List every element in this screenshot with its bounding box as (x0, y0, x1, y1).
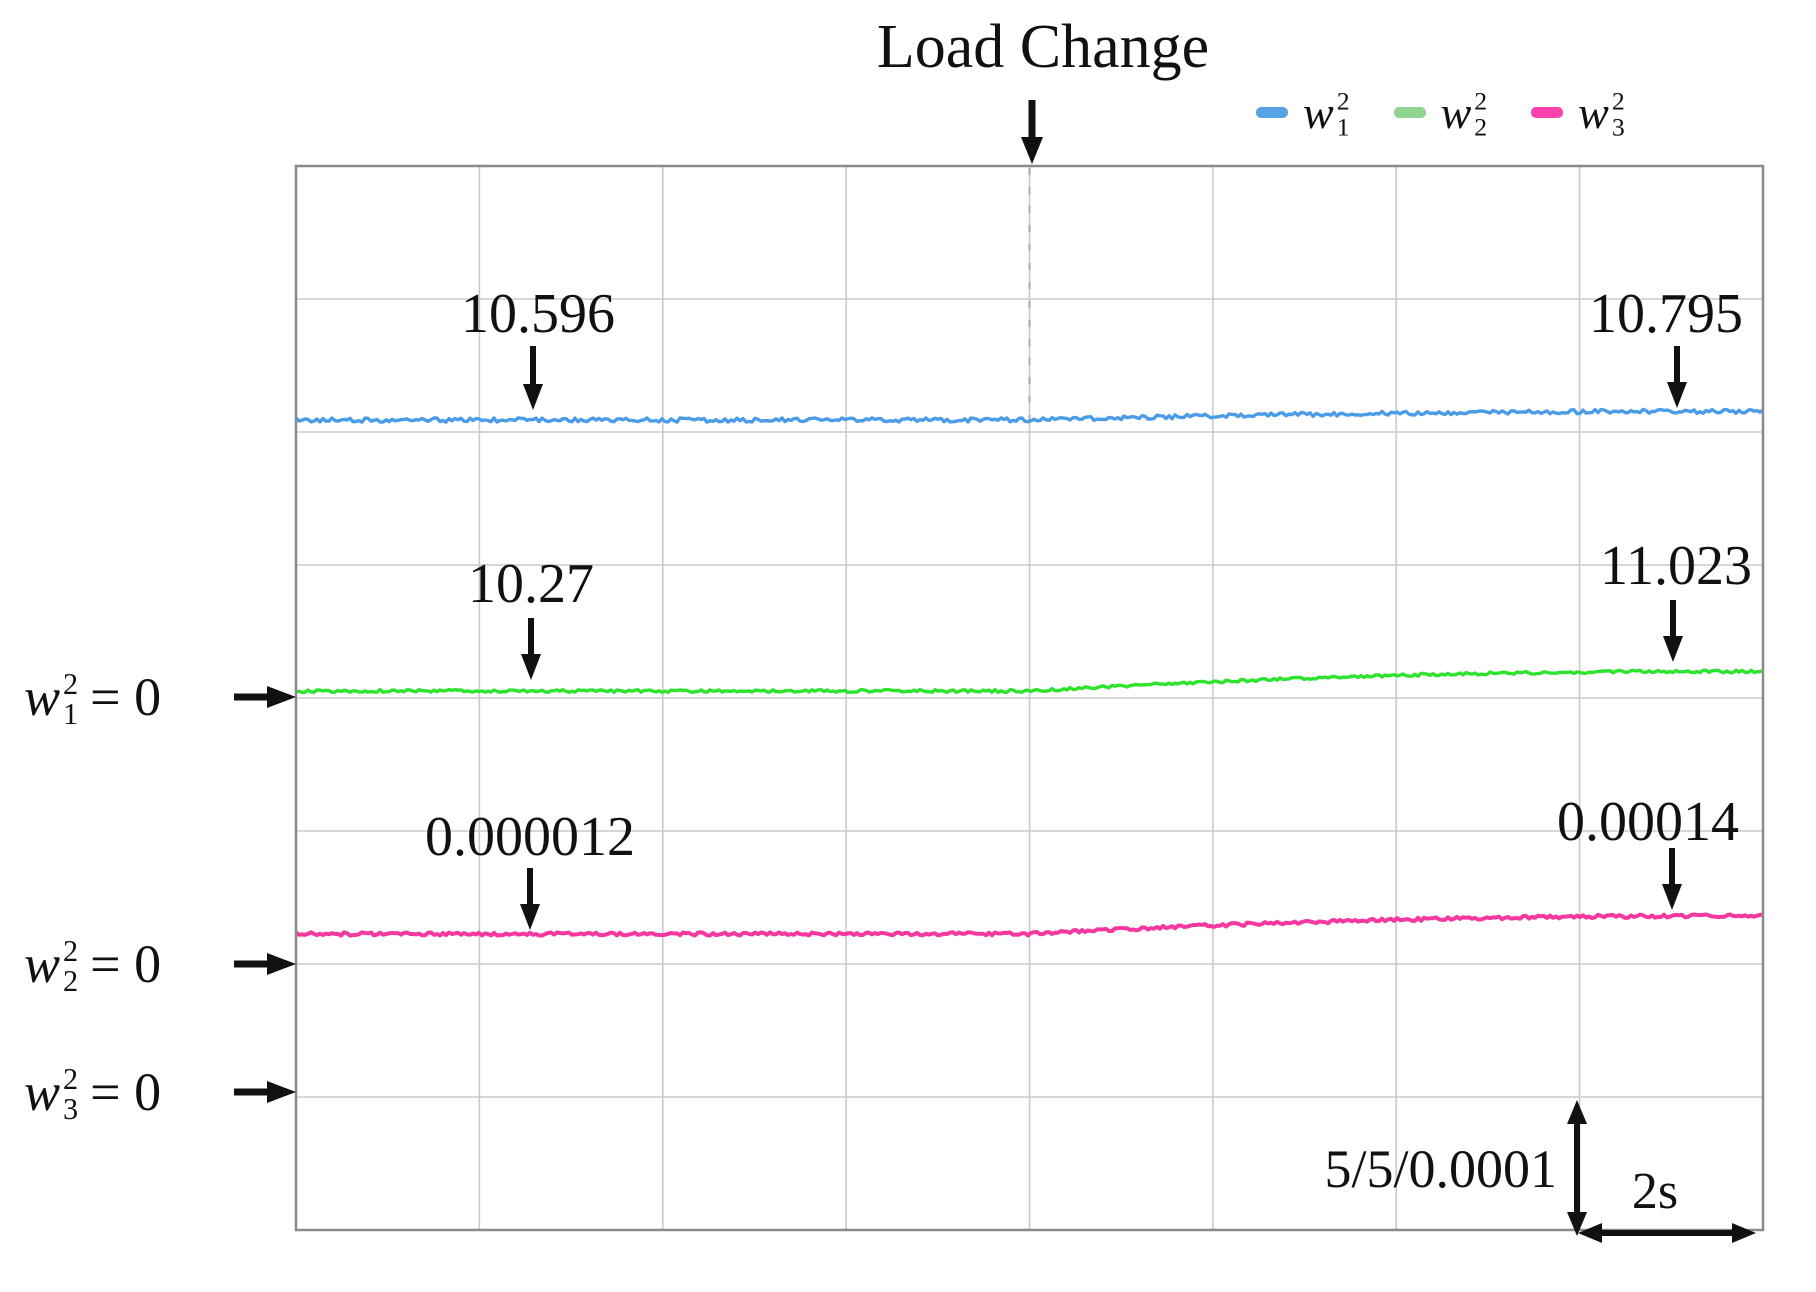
zero-label-w1: w 2 1 = 0 (24, 666, 296, 729)
annotation-w3-before: 0.000012 (425, 806, 635, 868)
zero-label-w2: w 2 2 = 0 (24, 933, 296, 996)
annotation-w1-before: 10.596 (461, 283, 615, 345)
amplitude-scale-label: 5/5/0.0001 (1324, 1139, 1557, 1199)
down-arrow-icon (1661, 600, 1685, 662)
right-arrow-icon (234, 1080, 296, 1104)
annotation-w2-before: 10.27 (468, 553, 594, 615)
down-arrow-icon (521, 346, 545, 410)
load-change-down-arrow-icon (1019, 100, 1045, 164)
annotation-w1-after: 10.795 (1589, 283, 1743, 345)
right-arrow-icon (234, 952, 296, 976)
down-arrow-icon (518, 868, 542, 930)
load-change-title: Load Change (876, 13, 1210, 81)
down-arrow-icon (519, 618, 543, 680)
w2-color-swatch-icon (1393, 107, 1426, 118)
w3-color-swatch-icon (1531, 107, 1564, 118)
time-scale-label: 2s (1631, 1163, 1679, 1220)
zero-label-w3: w 2 3 = 0 (24, 1061, 296, 1124)
right-arrow-icon (234, 685, 296, 709)
down-arrow-icon (1660, 848, 1684, 910)
down-arrow-icon (1665, 346, 1689, 408)
annotation-w3-after: 0.00014 (1557, 791, 1739, 853)
annotation-w2-after: 11.023 (1600, 535, 1752, 597)
horizontal-scale-arrow-icon (1578, 1220, 1756, 1246)
vertical-scale-arrow-icon (1564, 1100, 1590, 1236)
w1-color-swatch-icon (1256, 107, 1288, 118)
